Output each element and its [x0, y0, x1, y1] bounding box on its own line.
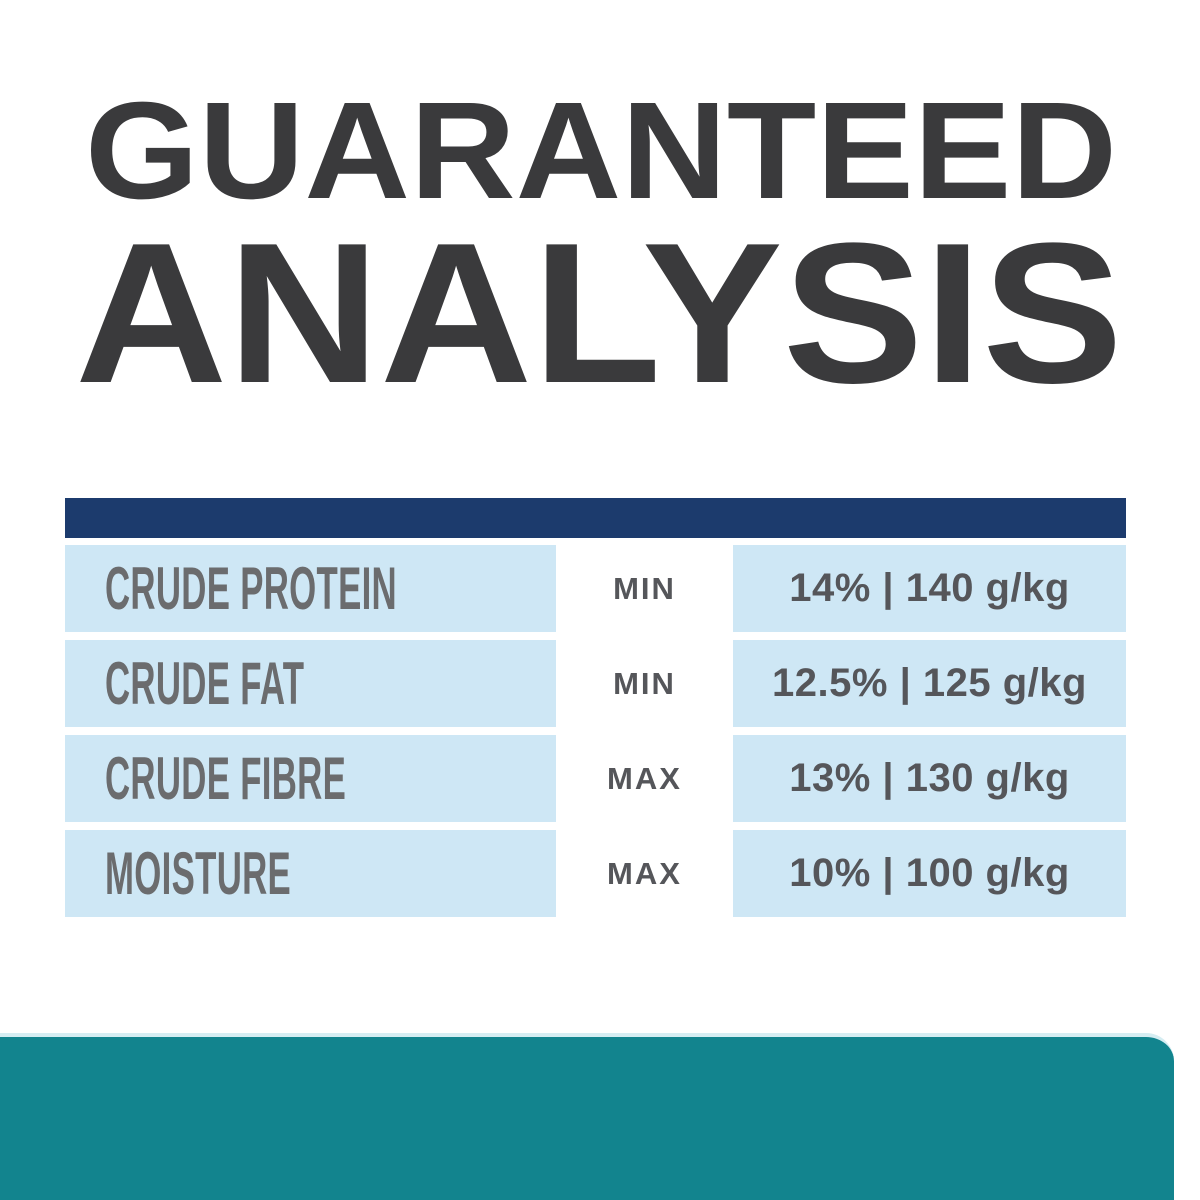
page-title-line2: ANALYSIS — [75, 202, 1123, 420]
qualifier-cell: MIN — [556, 640, 733, 727]
value-cell: 13% | 130 g/kg — [733, 735, 1126, 822]
nutrient-name: CRUDE PROTEIN — [105, 554, 397, 623]
nutrient-name: CRUDE FAT — [105, 649, 305, 718]
value-cell: 10% | 100 g/kg — [733, 830, 1126, 917]
nutrient-cell: CRUDE PROTEIN — [65, 545, 556, 632]
footer-teal-band — [0, 1033, 1174, 1200]
nutrient-cell: CRUDE FIBRE — [65, 735, 556, 822]
nutrient-name: CRUDE FIBRE — [105, 744, 347, 813]
qualifier-cell: MIN — [556, 545, 733, 632]
nutrient-cell: MOISTURE — [65, 830, 556, 917]
qualifier-text: MIN — [613, 570, 676, 606]
value-cell: 12.5% | 125 g/kg — [733, 640, 1126, 727]
nutrient-name: MOISTURE — [105, 839, 292, 908]
table-row-moisture: MOISTURE MAX 10% | 100 g/kg — [65, 830, 1126, 917]
table-row-crude-fibre: CRUDE FIBRE MAX 13% | 130 g/kg — [65, 735, 1126, 822]
qualifier-text: MAX — [607, 855, 682, 891]
value-text: 14% | 140 g/kg — [789, 566, 1070, 610]
table-row-crude-protein: CRUDE PROTEIN MIN 14% | 140 g/kg — [65, 545, 1126, 632]
page-title-line1: GUARANTEED — [85, 74, 1117, 228]
qualifier-text: MAX — [607, 760, 682, 796]
qualifier-text: MIN — [613, 665, 676, 701]
qualifier-cell: MAX — [556, 830, 733, 917]
value-text: 10% | 100 g/kg — [789, 851, 1070, 895]
table-header-bar — [65, 498, 1126, 538]
qualifier-cell: MAX — [556, 735, 733, 822]
table-row-crude-fat: CRUDE FAT MIN 12.5% | 125 g/kg — [65, 640, 1126, 727]
value-text: 13% | 130 g/kg — [789, 756, 1070, 800]
page-title: GUARANTEED ANALYSIS — [75, 74, 1123, 420]
nutrient-cell: CRUDE FAT — [65, 640, 556, 727]
value-cell: 14% | 140 g/kg — [733, 545, 1126, 632]
value-text: 12.5% | 125 g/kg — [772, 661, 1087, 705]
analysis-table: CRUDE PROTEIN MIN 14% | 140 g/kg CRUDE F… — [65, 498, 1126, 925]
